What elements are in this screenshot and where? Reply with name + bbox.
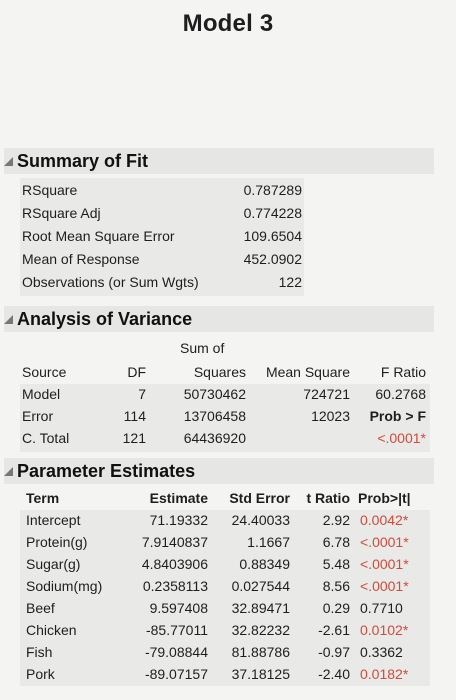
- col-header-t-ratio: t Ratio: [306, 490, 350, 506]
- anova-source: C. Total: [22, 430, 70, 446]
- anova-ms: 724721: [303, 386, 350, 402]
- anova-ss: 13706458: [183, 408, 246, 424]
- parameter-estimates-header[interactable]: Parameter Estimates: [4, 458, 434, 484]
- param-term: Sodium(mg): [26, 578, 103, 594]
- summary-of-fit-title: Summary of Fit: [17, 150, 149, 171]
- param-t-ratio: -0.97: [318, 644, 350, 660]
- param-estimate: 4.8403906: [141, 556, 208, 572]
- col-header-squares: Squares: [193, 364, 246, 380]
- param-prob: 0.0182*: [360, 666, 409, 682]
- param-t-ratio: 0.29: [322, 600, 350, 616]
- param-t-ratio: 5.48: [322, 556, 350, 572]
- param-estimate: 7.9140837: [141, 534, 208, 550]
- anova-header[interactable]: Analysis of Variance: [4, 306, 434, 332]
- param-prob: <.0001*: [360, 556, 409, 572]
- page-title: Model 3: [182, 10, 274, 37]
- parameter-estimates-title: Parameter Estimates: [17, 460, 196, 481]
- param-std-error: 37.18125: [231, 666, 290, 682]
- summary-label: RSquare: [22, 182, 78, 198]
- summary-label: Observations (or Sum Wgts): [22, 274, 199, 290]
- param-prob: 0.7710: [360, 600, 403, 616]
- disclosure-triangle-icon[interactable]: [4, 466, 13, 476]
- param-prob: <.0001*: [360, 534, 409, 550]
- anova-prob-label: Prob > F: [369, 408, 426, 424]
- param-std-error: 24.40033: [231, 512, 290, 528]
- col-header-mean-square: Mean Square: [265, 364, 350, 380]
- param-term: Pork: [26, 666, 55, 682]
- anova-ms: 12023: [311, 408, 350, 424]
- param-estimate: 9.597408: [149, 600, 208, 616]
- col-header-df: DF: [127, 364, 146, 380]
- summary-value: 0.774228: [243, 205, 302, 221]
- col-header-estimate: Estimate: [149, 490, 208, 506]
- param-prob: 0.0102*: [360, 622, 409, 638]
- col-header-std-error: Std Error: [229, 490, 290, 506]
- anova-ss: 50730462: [183, 386, 246, 402]
- param-prob: <.0001*: [360, 578, 409, 594]
- param-t-ratio: 6.78: [322, 534, 350, 550]
- param-estimate: -85.77011: [145, 622, 208, 638]
- col-header-prob: Prob>|t|: [358, 490, 411, 506]
- anova-df: 114: [123, 408, 146, 424]
- summary-label: RSquare Adj: [22, 205, 101, 221]
- col-header-term: Term: [26, 490, 60, 506]
- param-estimate: -79.08844: [144, 644, 208, 660]
- param-term: Chicken: [26, 622, 77, 638]
- col-header-source: Source: [22, 364, 67, 380]
- summary-value: 122: [278, 274, 302, 290]
- summary-of-fit-header[interactable]: Summary of Fit: [4, 148, 434, 174]
- disclosure-triangle-icon[interactable]: [4, 156, 13, 166]
- summary-of-fit-table: RSquare 0.787289 RSquare Adj 0.774228 Ro…: [20, 178, 304, 296]
- anova-prob-value: <.0001*: [377, 430, 426, 446]
- param-term: Sugar(g): [26, 556, 81, 572]
- param-t-ratio: 2.92: [322, 512, 350, 528]
- param-estimate: -89.07157: [144, 666, 208, 682]
- col-header-sum-of: Sum of: [180, 340, 225, 356]
- param-t-ratio: -2.40: [318, 666, 350, 682]
- param-std-error: 81.88786: [231, 644, 290, 660]
- anova-f: 60.2768: [375, 386, 426, 402]
- anova-df: 121: [122, 430, 146, 446]
- disclosure-triangle-icon[interactable]: [4, 314, 13, 324]
- param-t-ratio: -2.61: [318, 622, 350, 638]
- param-std-error: 32.82232: [231, 622, 290, 638]
- anova-source: Model: [22, 386, 61, 402]
- param-estimate: 71.19332: [149, 512, 208, 528]
- summary-value: 452.0902: [243, 251, 302, 267]
- anova-ss: 64436920: [183, 430, 246, 446]
- anova-df: 7: [138, 386, 146, 402]
- col-header-f-ratio: F Ratio: [380, 364, 426, 380]
- param-std-error: 0.027544: [231, 578, 290, 594]
- anova-title: Analysis of Variance: [17, 308, 193, 329]
- param-prob: 0.3362: [360, 644, 403, 660]
- parameter-estimates-table: Term Estimate Std Error t Ratio Prob>|t|…: [20, 488, 436, 688]
- anova-table: Sum of Source DF Squares Mean Square F R…: [20, 338, 436, 452]
- param-std-error: 32.89471: [231, 600, 290, 616]
- param-t-ratio: 8.56: [322, 578, 350, 594]
- param-term: Protein(g): [26, 534, 88, 550]
- summary-value: 109.6504: [243, 228, 302, 244]
- param-term: Beef: [26, 600, 55, 616]
- summary-label: Mean of Response: [22, 251, 140, 267]
- param-estimate: 0.2358113: [142, 578, 208, 594]
- anova-source: Error: [22, 408, 54, 424]
- summary-value: 0.787289: [243, 182, 302, 198]
- param-term: Fish: [26, 644, 53, 660]
- param-term: Intercept: [26, 512, 81, 528]
- param-std-error: 1.1667: [247, 534, 290, 550]
- summary-label: Root Mean Square Error: [22, 228, 175, 244]
- param-std-error: 0.88349: [239, 556, 290, 572]
- param-prob: 0.0042*: [360, 512, 409, 528]
